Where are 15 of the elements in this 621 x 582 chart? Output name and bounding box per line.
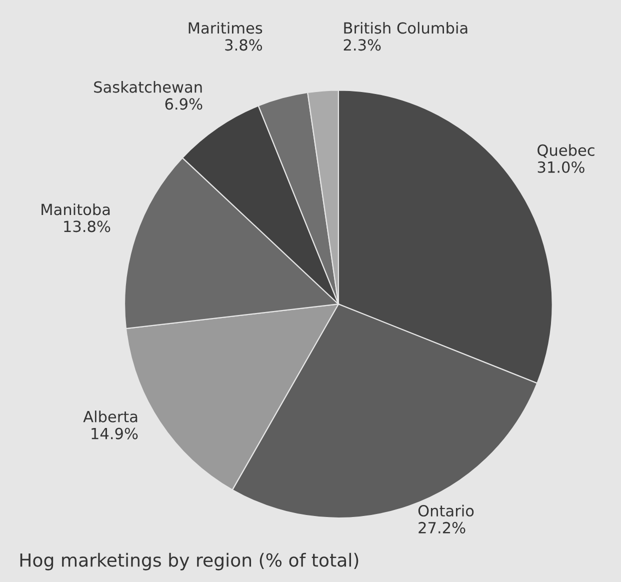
- slice-label: Manitoba: [42, 203, 110, 216]
- text: Hog marketings by region (% of total): [20, 552, 358, 570]
- data-label: 6.9%: [165, 98, 202, 110]
- data-label: 3.8%: [225, 39, 262, 51]
- data-label: 2.3%: [344, 39, 381, 51]
- data-label: 31.0%: [538, 161, 584, 173]
- slice-label: Ontario: [418, 504, 474, 517]
- slice-label: Quebec: [538, 144, 594, 158]
- data-label: 13.8%: [64, 220, 110, 232]
- slice-label: Maritimes: [188, 22, 262, 34]
- slice-label: Alberta: [83, 410, 138, 422]
- slice-label: Saskatchewan: [94, 80, 202, 93]
- slice-label: British Columbia: [344, 22, 468, 34]
- data-label: 27.2%: [418, 522, 466, 534]
- data-label: 14.9%: [92, 428, 138, 440]
